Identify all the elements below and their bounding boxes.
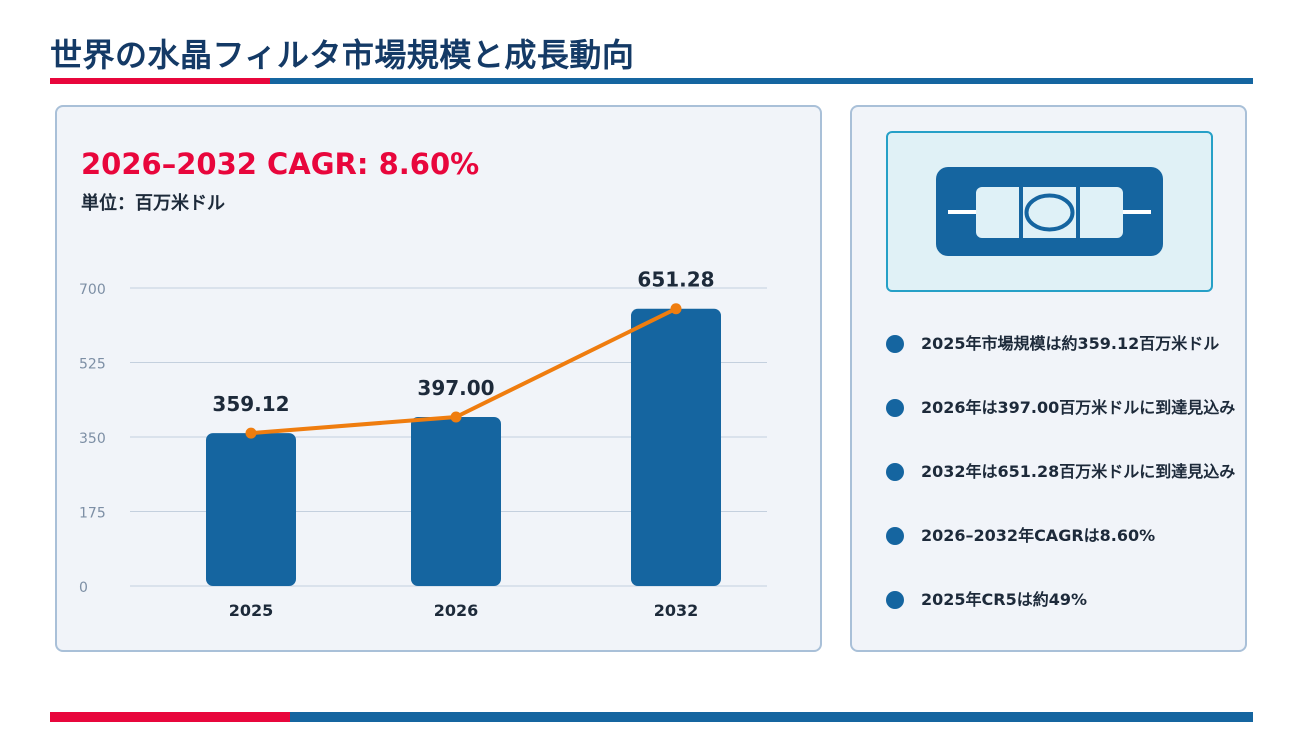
key-point-text: 2026年は397.00百万米ドルに到達見込み (921, 398, 1236, 417)
page-title: 世界の水晶フィルタ市場規模と成長動向 (50, 36, 635, 74)
key-point-text: 2025年市場規模は約359.12百万米ドル (921, 334, 1220, 353)
title-divider (50, 78, 1253, 84)
bullet-dot-icon (886, 591, 904, 609)
line-point (670, 303, 682, 315)
y-tick-label: 0 (79, 580, 88, 596)
bar (411, 416, 501, 586)
chart-panel: 2026–2032 CAGR: 8.60% 単位：百万米ドル 0 175 350 52… (55, 105, 822, 652)
market-size-chart: 0 175 350 525 700 2025 2026 2032 359.12 397.00 651… (79, 268, 767, 620)
bullet-dot-icon (886, 527, 904, 545)
data-label: 397.00 (417, 376, 494, 400)
bar (631, 308, 721, 586)
bar (206, 433, 296, 586)
key-point-text: 2026–2032年CAGRは8.60% (921, 526, 1156, 545)
key-point-text: 2032年は651.28百万米ドルに到達見込み (921, 462, 1236, 481)
y-tick-label: 175 (79, 506, 106, 522)
y-tick-label: 700 (79, 282, 106, 298)
data-label: 651.28 (637, 268, 714, 292)
line-point (245, 427, 257, 439)
info-panel: 2025年市場規模は約359.12百万米ドル 2026年は397.00百万米ドル… (850, 105, 1247, 652)
bullet-dot-icon (886, 463, 904, 481)
footer-divider (50, 712, 1253, 722)
crystal-filter-icon (936, 167, 1163, 256)
footer-divider-accent (50, 712, 290, 722)
title-divider-accent (50, 78, 270, 84)
cagr-headline: 2026–2032 CAGR: 8.60% (81, 147, 480, 181)
unit-label: 単位：百万米ドル (81, 193, 225, 214)
growth-line (250, 306, 677, 436)
line-point (450, 411, 462, 423)
x-tick-label: 2026 (434, 601, 479, 620)
key-point-text: 2025年CR5は約49% (921, 590, 1088, 609)
x-tick-label: 2025 (229, 601, 274, 620)
data-label: 359.12 (212, 392, 289, 416)
bullet-dot-icon (886, 399, 904, 417)
bullet-dot-icon (886, 335, 904, 353)
x-tick-label: 2032 (654, 601, 699, 620)
y-tick-label: 525 (79, 357, 106, 373)
component-card (886, 131, 1213, 292)
y-tick-label: 350 (79, 431, 106, 447)
